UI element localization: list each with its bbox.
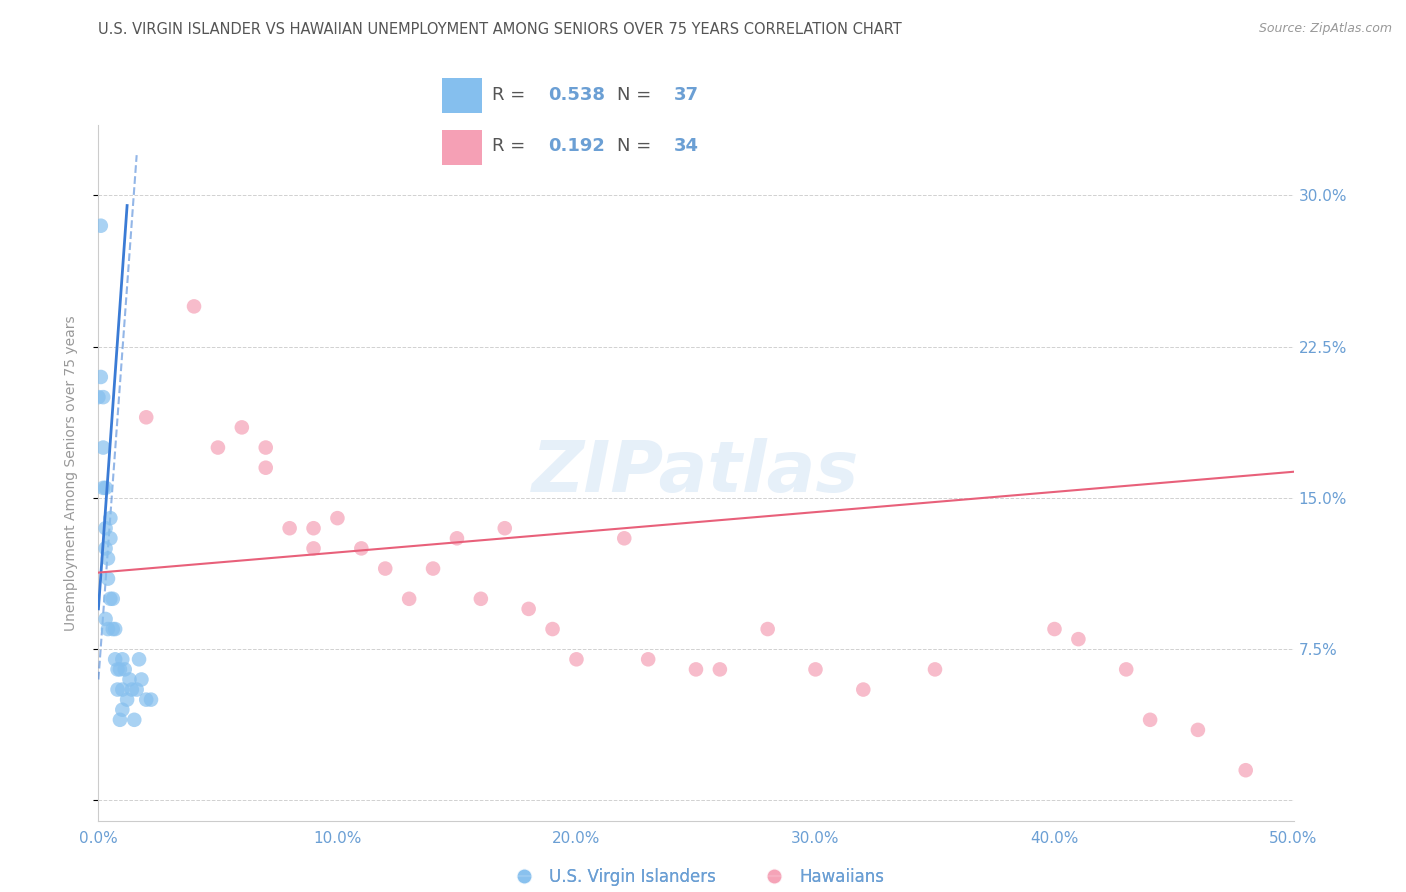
Point [446,531,468,545]
Point [90,219,112,233]
Point [422,561,444,575]
Point [1234,763,1257,777]
Point [98,531,122,545]
Point [350,541,373,556]
Text: 0.538: 0.538 [548,87,605,104]
Point [135,410,157,425]
Point [613,531,636,545]
Point [1187,723,1209,737]
Point [91,481,114,495]
Point [104,652,127,666]
Point [924,662,946,676]
Point [94,612,117,626]
Point [111,682,134,697]
Point [374,561,396,575]
Point [87,390,110,404]
Point [101,622,124,636]
Point [115,692,138,706]
Bar [441,130,482,165]
Point [107,682,129,697]
Point [91,390,114,404]
Point [756,622,779,636]
Point [94,521,117,535]
Point [207,441,229,455]
Point [91,441,114,455]
Point [231,420,253,434]
Text: 34: 34 [673,136,699,154]
Point [104,622,127,636]
Point [302,541,325,556]
Point [254,441,277,455]
Point [709,662,731,676]
Point [121,682,143,697]
Text: R =: R = [492,87,530,104]
Point [398,591,420,606]
Text: Source: ZipAtlas.com: Source: ZipAtlas.com [1258,22,1392,36]
Text: 37: 37 [673,87,699,104]
Point [1115,662,1137,676]
Point [135,692,157,706]
Point [94,541,117,556]
Point [97,551,120,566]
Point [139,692,162,706]
Point [302,521,325,535]
Text: N =: N = [617,87,657,104]
Point [94,481,117,495]
Point [125,682,148,697]
Point [470,591,492,606]
Text: N =: N = [617,136,657,154]
Point [128,652,150,666]
Point [852,682,875,697]
Point [98,591,122,606]
Point [254,460,277,475]
Point [565,652,588,666]
Point [278,521,301,535]
Legend: U.S. Virgin Islanders, Hawaiians: U.S. Virgin Islanders, Hawaiians [501,861,891,892]
Point [90,370,112,384]
Text: ZIPatlas: ZIPatlas [533,438,859,508]
Bar [441,78,482,113]
Y-axis label: Unemployment Among Seniors over 75 years: Unemployment Among Seniors over 75 years [63,315,77,631]
Point [1067,632,1090,647]
Point [131,673,153,687]
Point [804,662,827,676]
Text: 0.192: 0.192 [548,136,605,154]
Text: R =: R = [492,136,530,154]
Point [101,591,124,606]
Point [541,622,564,636]
Point [1043,622,1066,636]
Point [517,602,540,616]
Point [108,662,131,676]
Point [1139,713,1161,727]
Point [637,652,659,666]
Point [183,299,205,313]
Point [107,662,129,676]
Point [494,521,516,535]
Point [114,662,136,676]
Point [118,673,141,687]
Point [124,713,146,727]
Point [326,511,349,525]
Point [108,713,131,727]
Point [685,662,707,676]
Point [98,511,122,525]
Text: U.S. VIRGIN ISLANDER VS HAWAIIAN UNEMPLOYMENT AMONG SENIORS OVER 75 YEARS CORREL: U.S. VIRGIN ISLANDER VS HAWAIIAN UNEMPLO… [98,22,903,37]
Point [111,703,134,717]
Point [97,572,120,586]
Point [111,652,134,666]
Point [97,622,120,636]
